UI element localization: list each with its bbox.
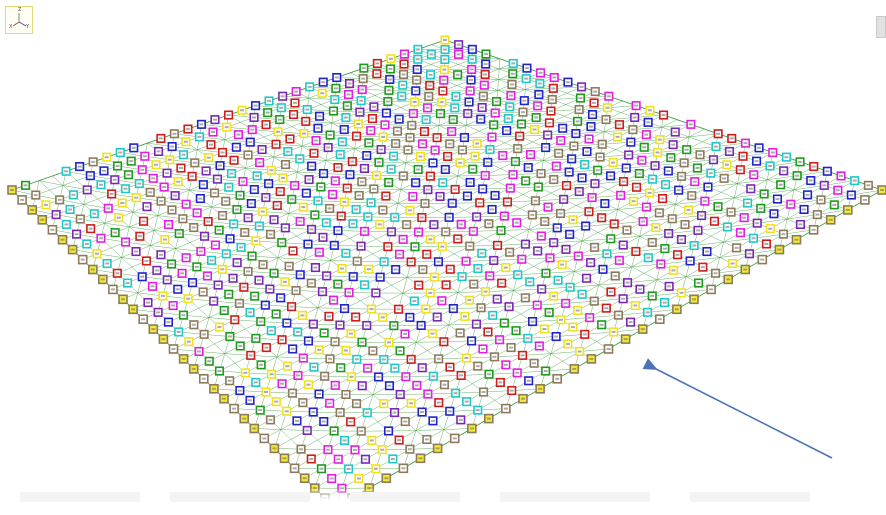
scrollbar-stub[interactable] — [876, 16, 886, 38]
axis-label-x: X — [9, 24, 13, 30]
axis-triad-icon — [12, 13, 27, 27]
node-labels — [7, 35, 886, 513]
annotation-arrow-icon — [642, 358, 833, 459]
axis-label-z: Z — [18, 7, 22, 13]
axis-triad[interactable]: Z X Y — [5, 6, 33, 34]
axis-label-y: Y — [26, 24, 30, 30]
